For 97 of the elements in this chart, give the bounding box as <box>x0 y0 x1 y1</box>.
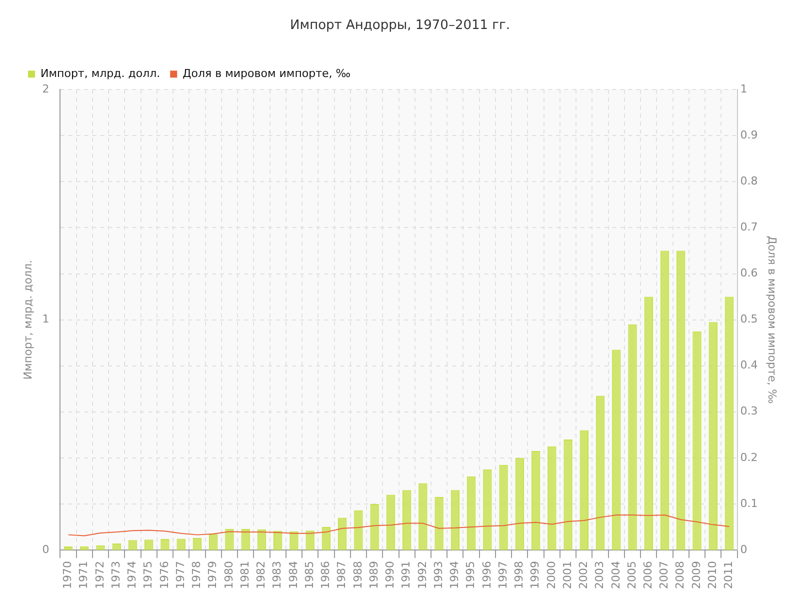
x-tick-label: 1990 <box>384 561 397 590</box>
x-tick-label: 1997 <box>496 561 510 590</box>
x-tick-label: 1991 <box>400 561 413 590</box>
bar <box>644 296 653 550</box>
y2-tick-label: 0.1 <box>740 496 758 510</box>
x-tick-label: 1995 <box>464 561 478 590</box>
y-tick-label: 1 <box>42 312 50 326</box>
y-tick-label: 0 <box>42 542 50 556</box>
x-tick-label: 1973 <box>109 561 122 590</box>
bar <box>676 250 686 550</box>
bar <box>434 497 444 550</box>
y-tick-label: 2 <box>42 82 50 96</box>
x-tick-label: 2000 <box>544 561 558 590</box>
x-tick-label: 2003 <box>593 561 606 590</box>
x-tick-label: 2011 <box>722 561 736 590</box>
x-tick-label: 2006 <box>641 561 654 590</box>
y2-tick-label: 0.7 <box>740 220 758 234</box>
x-tick-label: 2009 <box>690 561 703 590</box>
chart-title: Импорт Андорры, 1970–2011 гг. <box>290 18 510 34</box>
bar <box>322 526 331 550</box>
bar <box>386 494 396 550</box>
x-tick-label: 1982 <box>254 561 268 590</box>
y2-tick-label: 0.9 <box>740 128 758 142</box>
x-tick-label: 1983 <box>270 561 284 590</box>
bar <box>596 396 605 550</box>
y2-tick-label: 0 <box>740 542 748 556</box>
legend-label: Доля в мировом импорте, ‰ <box>182 66 351 80</box>
bar <box>402 490 412 550</box>
legend-label: Импорт, млрд. долл. <box>40 66 160 80</box>
bar <box>531 451 540 550</box>
x-tick-label: 1984 <box>286 561 300 590</box>
bar <box>354 510 363 550</box>
y2-tick-label: 0.4 <box>740 358 758 372</box>
y2-tick-label: 0.5 <box>740 312 758 326</box>
x-tick-label: 1972 <box>93 561 106 590</box>
bar <box>225 528 234 550</box>
x-tick-label: 1996 <box>480 561 494 590</box>
bar <box>660 250 670 550</box>
x-tick-label: 1985 <box>302 561 316 590</box>
y-axis-title: Импорт, млрд. долл. <box>21 260 34 380</box>
y2-tick-label: 0.2 <box>740 450 758 464</box>
x-tick-label: 2010 <box>706 561 719 590</box>
x-tick-label: 1978 <box>190 561 204 590</box>
bar <box>499 464 508 550</box>
x-tick-label: 1971 <box>77 561 90 590</box>
bar <box>708 322 718 550</box>
bar <box>306 530 314 550</box>
x-tick-label: 1999 <box>528 561 542 590</box>
x-tick-label: 2004 <box>609 561 622 590</box>
y2-tick-label: 1 <box>740 82 748 96</box>
y2-tick-label: 0.3 <box>740 404 758 418</box>
bar <box>515 458 524 550</box>
bar <box>418 483 428 550</box>
x-tick-label: 2008 <box>674 561 687 590</box>
bar <box>724 296 734 550</box>
x-tick-label: 1998 <box>512 561 526 590</box>
x-tick-label: 1989 <box>367 561 380 590</box>
x-tick-label: 1970 <box>61 561 74 590</box>
x-tick-label: 1977 <box>174 561 187 590</box>
bar <box>370 504 379 550</box>
y2-tick-label: 0.6 <box>740 266 758 280</box>
x-tick-label: 1993 <box>432 561 445 590</box>
bar <box>80 546 89 550</box>
x-tick-label: 1980 <box>222 561 236 590</box>
bar <box>612 350 621 550</box>
x-tick-label: 2007 <box>658 561 671 590</box>
y2-axis-title: Доля в мировом импорте, ‰ <box>766 236 779 404</box>
x-tick-label: 1979 <box>206 561 220 590</box>
bar <box>290 531 298 550</box>
x-tick-label: 1975 <box>142 561 155 590</box>
x-tick-label: 2001 <box>560 561 574 590</box>
x-tick-label: 1986 <box>319 561 332 590</box>
bar <box>564 440 572 550</box>
x-tick-label: 1988 <box>351 561 364 590</box>
y2-tick-label: 0.8 <box>740 174 758 188</box>
x-tick-label: 1992 <box>416 561 429 590</box>
bar <box>628 324 637 550</box>
x-tick-label: 1994 <box>448 561 462 590</box>
bar <box>450 490 460 550</box>
x-tick-label: 2005 <box>625 561 638 590</box>
bar <box>580 430 589 550</box>
bar <box>338 518 347 550</box>
bar <box>64 546 73 550</box>
bar <box>96 545 105 550</box>
bar <box>483 469 492 550</box>
bar <box>257 530 266 550</box>
bar <box>241 529 250 550</box>
x-tick-label: 1981 <box>238 561 252 590</box>
bar <box>209 534 218 550</box>
bar <box>466 476 476 550</box>
x-tick-label: 1974 <box>126 561 139 590</box>
bar <box>273 530 282 550</box>
x-tick-label: 1987 <box>335 561 348 590</box>
x-tick-label: 2002 <box>577 561 590 590</box>
bar <box>692 331 702 550</box>
x-tick-label: 1976 <box>158 561 171 590</box>
bar <box>548 446 556 550</box>
